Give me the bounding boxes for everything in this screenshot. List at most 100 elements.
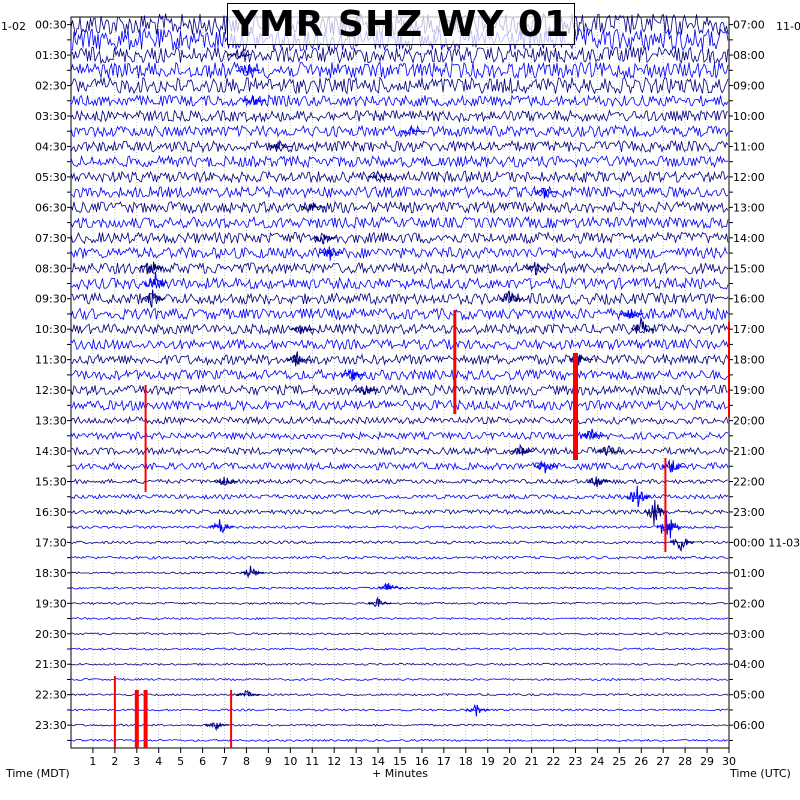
trace-row [70, 170, 729, 184]
x-tick-label: 10 [283, 755, 297, 768]
event-burst [510, 443, 535, 456]
event-burst [301, 202, 326, 211]
event-burst [139, 261, 164, 275]
trace-row [70, 353, 729, 367]
event-burst [242, 94, 267, 106]
trace-row [70, 154, 729, 169]
right-hour-label: 20:00 [733, 415, 765, 428]
trace-row [70, 185, 729, 200]
clip-marker [144, 385, 147, 492]
x-tick-label: 8 [243, 755, 250, 768]
event-burst [400, 127, 425, 137]
left-hour-label: 22:30 [35, 689, 67, 702]
right-hour-label: 23:00 [733, 506, 765, 519]
trace-row [70, 383, 729, 397]
x-tick-label: 5 [177, 755, 184, 768]
right-hour-label: 17:00 [733, 323, 765, 336]
right-hour-label: 02:00 [733, 597, 765, 610]
trace-row [70, 525, 729, 530]
trace-row [70, 738, 729, 743]
left-hour-label: 03:30 [35, 110, 67, 123]
trace-row [70, 662, 729, 666]
trace-row [70, 215, 729, 230]
y-ticks [67, 24, 733, 741]
left-axis-label: Time (MDT) [6, 767, 70, 780]
x-tick-label: 15 [393, 755, 407, 768]
event-burst [286, 351, 311, 367]
trace-row [70, 200, 729, 215]
event-burst [312, 234, 337, 245]
right-hour-label: 04:00 [733, 658, 765, 671]
right-axis-label: Time (UTC) [730, 767, 791, 780]
trace-row [70, 291, 729, 306]
left-hour-label: 17:30 [35, 536, 67, 549]
left-hour-label: 16:30 [35, 506, 67, 519]
x-tick-label: 20 [503, 755, 517, 768]
x-tick-label: 21 [525, 755, 539, 768]
trace-row [70, 45, 729, 65]
trace-row [70, 368, 729, 382]
event-burst [354, 386, 379, 395]
trace-row [70, 276, 729, 291]
trace-row [70, 307, 729, 321]
left-hour-label: 07:30 [35, 232, 67, 245]
event-burst [534, 187, 559, 199]
x-tick-label: 26 [634, 755, 648, 768]
event-burst [466, 703, 491, 717]
trace-row [70, 571, 729, 575]
x-tick-label: 25 [612, 755, 626, 768]
chart-title: YMR SHZ WY 01 [231, 3, 571, 45]
right-hour-label: 22:00 [733, 475, 765, 488]
event-burst [643, 499, 668, 526]
event-burst [268, 139, 293, 151]
x-tick-label: 4 [155, 755, 162, 768]
right-hour-labels: 07:00 08:00 09:00 10:00 11:00 12:00 13:00 14:00… [733, 19, 800, 733]
left-hour-label: 20:30 [35, 628, 67, 641]
x-tick-label: 2 [111, 755, 118, 768]
left-hour-label: 00:30 [35, 19, 67, 32]
right-hour-label: 09:00 [733, 80, 765, 93]
trace-row [70, 246, 729, 260]
event-burst [209, 519, 234, 534]
trace-row [70, 693, 729, 697]
clip-marker [573, 353, 578, 460]
trace-row [70, 338, 729, 351]
event-burst [240, 565, 265, 579]
left-hour-labels: 00:30 01:30 02:30 03:30 04:30 05:30 06:30 07:30… [35, 19, 67, 733]
grid [92, 17, 708, 748]
x-tick-label: 9 [265, 755, 272, 768]
trace-row [70, 231, 729, 245]
x-tick-label: 23 [568, 755, 582, 768]
left-hour-label: 14:30 [35, 445, 67, 458]
right-hour-label: 16:00 [733, 293, 765, 306]
clipped-markers [113, 310, 730, 748]
trace-row [70, 109, 729, 123]
left-hour-label: 10:30 [35, 323, 67, 336]
event-burst [141, 289, 166, 308]
right-hour-label: 01:00 [733, 567, 765, 580]
trace-row [70, 124, 729, 139]
right-hour-label: 08:00 [733, 49, 765, 62]
clip-marker [728, 322, 730, 418]
event-burst [290, 324, 315, 334]
left-hour-label: 12:30 [35, 384, 67, 397]
x-tick-label: 12 [327, 755, 341, 768]
trace-row [70, 322, 729, 336]
x-tick-label: 3 [133, 755, 140, 768]
trace-row [70, 93, 729, 108]
event-burst [597, 445, 622, 457]
left-hour-label: 02:30 [35, 80, 67, 93]
x-tick-label: 17 [437, 755, 451, 768]
clip-marker [113, 676, 116, 748]
event-burst [143, 271, 168, 289]
event-burst [534, 460, 559, 474]
left-date-label: 11-02 [0, 20, 26, 33]
x-tick-label: 27 [656, 755, 670, 768]
x-tick-label: 30 [722, 755, 736, 768]
right-hour-label: 12:00 [733, 171, 765, 184]
event-burst [670, 538, 695, 553]
x-ticks: 1 2 3 4 5 6 7 8 9 10 11 12 13 14 15 16 17 18 19 20 21 22 23 24 2… [89, 748, 736, 768]
trace-row [70, 493, 729, 501]
event-burst [586, 476, 611, 488]
